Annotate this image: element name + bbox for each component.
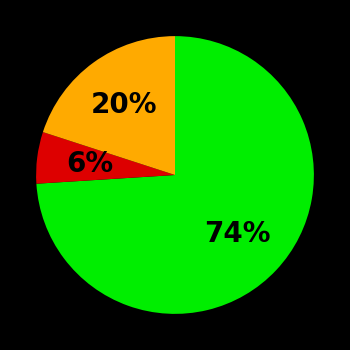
Text: 20%: 20% — [91, 91, 158, 119]
Text: 6%: 6% — [66, 150, 113, 178]
Text: 74%: 74% — [204, 220, 271, 248]
Wedge shape — [36, 36, 314, 314]
Wedge shape — [36, 132, 175, 184]
Wedge shape — [43, 36, 175, 175]
